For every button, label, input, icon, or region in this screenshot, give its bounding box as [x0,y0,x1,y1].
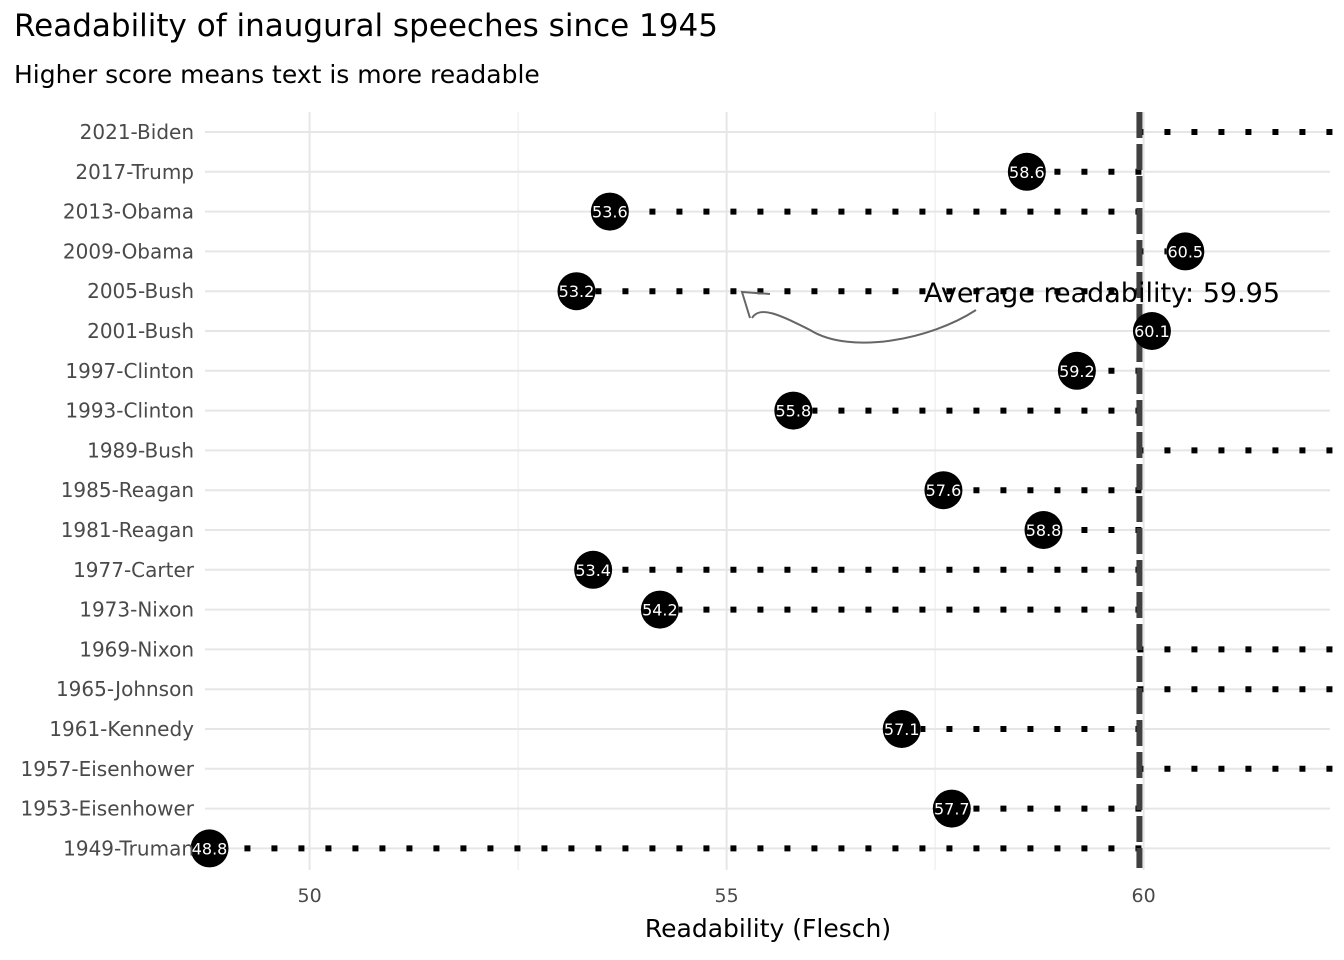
data-point [1024,511,1063,549]
data-point [574,550,613,589]
annotation-layer: Average readability: 59.95 [740,278,1280,344]
data-point [1132,312,1171,350]
data-point [190,829,229,868]
data-label: 60.1 [1134,322,1170,341]
annotation-arrow [751,309,977,344]
data-point [1007,152,1046,191]
data-label: 55.8 [776,402,812,421]
y-tick-label: 1993-Clinton [65,399,194,423]
x-axis: 5055606570 [298,885,1156,907]
data-point [640,590,679,629]
data-point [932,789,971,828]
data-point [924,471,963,510]
y-tick-label: 1965-Johnson [56,677,194,701]
grid-layer [205,112,1330,870]
annotation-text: Average readability: 59.95 [924,278,1280,309]
data-label: 57.1 [884,720,920,739]
data-point [1057,351,1096,390]
data-point [882,710,921,748]
data-label: 59.2 [1059,362,1095,381]
y-tick-label: 1953-Eisenhower [20,797,194,821]
x-axis-label: Readability (Flesch) [645,914,891,943]
data-label: 53.2 [559,282,595,301]
y-tick-label: 2001-Bush [87,319,194,343]
y-axis: 2021-Biden 2017-Trump 2013-Obama 2009-Obama… [20,120,194,860]
y-tick-label: 2021-Biden [80,120,194,144]
chart-title: Readability of inaugural speeches since … [14,8,718,44]
x-tick-label: 55 [715,885,739,907]
y-tick-label: 2009-Obama [63,239,194,263]
y-tick-label: 1973-Nixon [79,598,194,622]
x-tick-label: 60 [1132,885,1156,907]
y-tick-label: 1997-Clinton [65,359,194,383]
y-tick-label: 2013-Obama [63,200,194,224]
point-layer: 73.258.653.660.553.260.159.255.873.157.6… [190,152,1205,868]
data-point [557,272,596,311]
y-tick-label: 1969-Nixon [79,637,194,661]
data-label: 58.6 [1009,163,1045,182]
y-tick-label: 2005-Bush [87,279,194,303]
y-tick-label: 1985-Reagan [61,478,194,502]
data-point [590,192,629,231]
data-label: 48.8 [192,839,228,858]
y-tick-label: 1949-Truman [63,836,194,860]
y-tick-label: 1981-Reagan [61,518,194,542]
data-point [1166,232,1205,271]
y-tick-label: 1961-Kennedy [49,717,194,741]
data-label: 53.6 [592,203,628,222]
y-tick-label: 2017-Trump [75,160,194,184]
data-label: 57.7 [934,800,970,819]
data-label: 58.8 [1026,521,1062,540]
data-label: 54.2 [642,601,678,620]
data-point [774,391,813,430]
data-label: 57.6 [926,481,962,500]
data-label: 60.5 [1167,242,1203,261]
y-tick-label: 1957-Eisenhower [20,757,194,781]
annotation-arrowhead [740,290,771,319]
data-label: 53.4 [575,561,611,580]
chart-subtitle: Higher score means text is more readable [14,60,540,89]
y-tick-label: 1989-Bush [87,438,194,462]
x-tick-label: 50 [298,885,322,907]
y-tick-label: 1977-Carter [73,558,195,582]
